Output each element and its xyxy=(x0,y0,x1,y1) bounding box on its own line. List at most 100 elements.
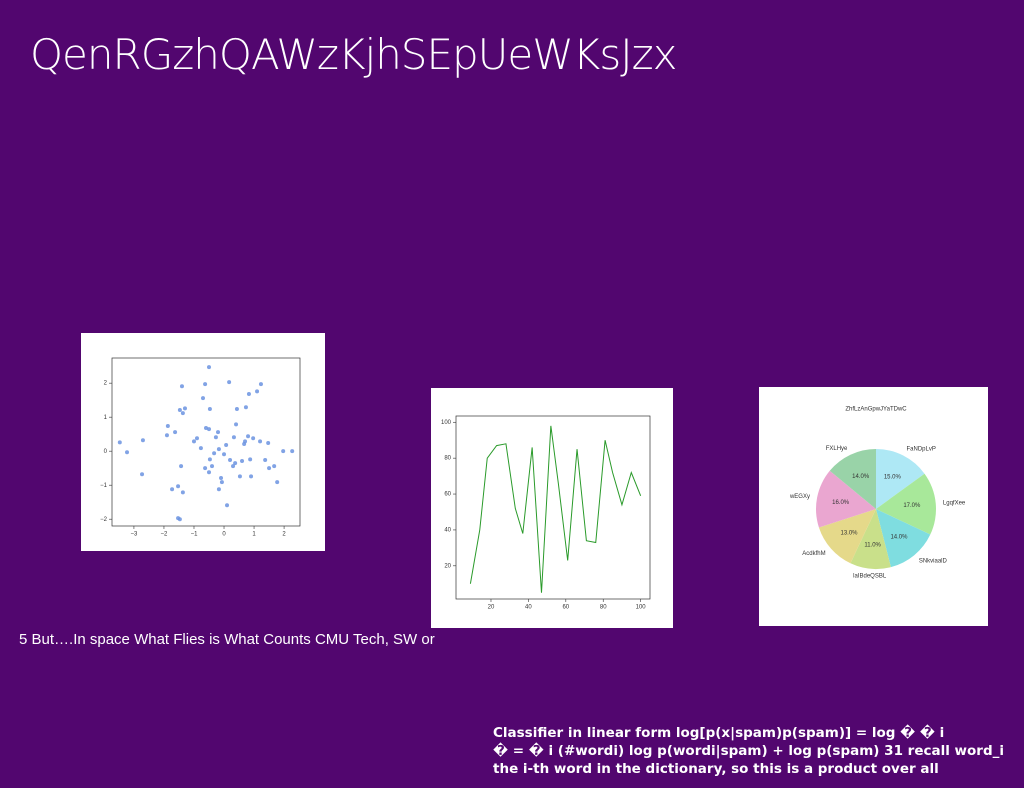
point xyxy=(219,480,224,485)
line-series xyxy=(469,425,642,593)
x-tick-label: −2 xyxy=(161,532,169,538)
x-tick-label: 0 xyxy=(222,532,226,538)
body-text: Classifier in linear form log[p(x|spam)p… xyxy=(493,724,1024,778)
point xyxy=(237,474,242,479)
y-tick-label: 2 xyxy=(104,381,108,387)
pie-chart: ZhfLzAnGpwJYaTDwC 15.0% FaNDpLvP 17.0% LgqfX… xyxy=(759,387,988,626)
point xyxy=(233,461,238,466)
point xyxy=(212,451,217,456)
point xyxy=(180,411,185,416)
point xyxy=(164,433,169,438)
point xyxy=(249,474,254,479)
point xyxy=(263,458,268,463)
pie-slice xyxy=(876,509,931,568)
point xyxy=(216,487,221,492)
y-tick-label: 0 xyxy=(104,449,108,455)
point xyxy=(231,435,236,440)
body-line: the i-th word in the dictionary, so this… xyxy=(493,761,939,777)
point xyxy=(228,458,233,463)
slice-value-label: 14.0% xyxy=(852,474,870,480)
point xyxy=(281,449,286,454)
point xyxy=(203,466,208,471)
slice-label: FaNDpLvP xyxy=(907,447,936,453)
point xyxy=(207,407,212,412)
y-tick-label: 100 xyxy=(441,420,452,426)
point xyxy=(207,365,212,370)
x-tick-label: 100 xyxy=(636,605,647,611)
point xyxy=(251,436,256,441)
slide-title: QenRGzhQAWzKjhSEpUeWKsJzx xyxy=(30,30,677,79)
slice-label: SNkviaalD xyxy=(919,558,948,564)
point xyxy=(179,384,184,389)
point xyxy=(207,470,212,475)
point xyxy=(125,450,130,455)
point xyxy=(207,427,212,432)
point xyxy=(219,476,224,481)
point xyxy=(216,430,221,435)
slice-value-label: 13.0% xyxy=(840,530,858,536)
point xyxy=(290,449,295,454)
point xyxy=(267,466,272,471)
pie-slice xyxy=(816,470,876,528)
point xyxy=(191,439,196,444)
point xyxy=(225,503,230,508)
x-tick-label: 20 xyxy=(488,605,495,611)
point xyxy=(258,439,263,444)
point xyxy=(194,436,199,441)
body-line: Classifier in linear form log[p(x|spam)p… xyxy=(493,725,945,741)
slice-value-label: 15.0% xyxy=(884,475,902,481)
point xyxy=(117,440,122,445)
point xyxy=(240,459,245,464)
x-tick-label: 80 xyxy=(600,605,607,611)
y-tick-label: 80 xyxy=(444,456,451,462)
point xyxy=(227,380,232,385)
point xyxy=(180,490,185,495)
scatter-chart: −3 −2 −1 0 1 2 −2 −1 0 1 2 xyxy=(81,333,325,551)
slice-value-label: 11.0% xyxy=(864,542,881,548)
slice-value-label: 14.0% xyxy=(890,534,908,540)
x-tick-label: 1 xyxy=(252,532,256,538)
point xyxy=(246,434,251,439)
point xyxy=(213,435,218,440)
point xyxy=(243,405,248,410)
slice-value-label: 17.0% xyxy=(903,503,921,509)
y-tick-label: 1 xyxy=(104,415,108,421)
pie-title: ZhfLzAnGpwJYaTDwC xyxy=(845,407,907,413)
body-line: � = � i (#wordi) log p(wordi|spam) + log… xyxy=(493,743,1004,759)
point xyxy=(198,446,203,451)
point xyxy=(173,430,178,435)
pie-slice xyxy=(818,509,876,564)
point xyxy=(170,487,175,492)
y-tick-label: −2 xyxy=(100,517,108,523)
point xyxy=(182,406,187,411)
plot-frame xyxy=(111,357,301,527)
point xyxy=(224,443,229,448)
point xyxy=(200,396,205,401)
caption: 5 But….In space What Flies is What Count… xyxy=(19,631,435,648)
point xyxy=(234,407,239,412)
point xyxy=(210,464,215,469)
point xyxy=(140,472,145,477)
pie-slice xyxy=(850,509,891,569)
slice-label: AcdkfhM xyxy=(802,551,825,557)
point xyxy=(243,439,248,444)
point xyxy=(203,382,208,387)
plot-frame xyxy=(455,415,651,600)
point xyxy=(266,441,271,446)
point xyxy=(231,464,236,469)
point xyxy=(207,457,212,462)
x-tick-label: −1 xyxy=(191,532,199,538)
pie-slice xyxy=(876,473,936,535)
y-tick-label: 20 xyxy=(444,563,451,569)
point xyxy=(177,517,182,522)
x-tick-label: 2 xyxy=(282,532,286,538)
x-tick-label: 60 xyxy=(562,605,569,611)
point xyxy=(216,447,221,452)
point xyxy=(204,426,208,431)
point xyxy=(272,464,277,469)
y-tick-label: 40 xyxy=(444,528,451,534)
x-tick-label: −3 xyxy=(131,532,139,538)
point xyxy=(258,382,263,387)
point xyxy=(222,452,227,457)
